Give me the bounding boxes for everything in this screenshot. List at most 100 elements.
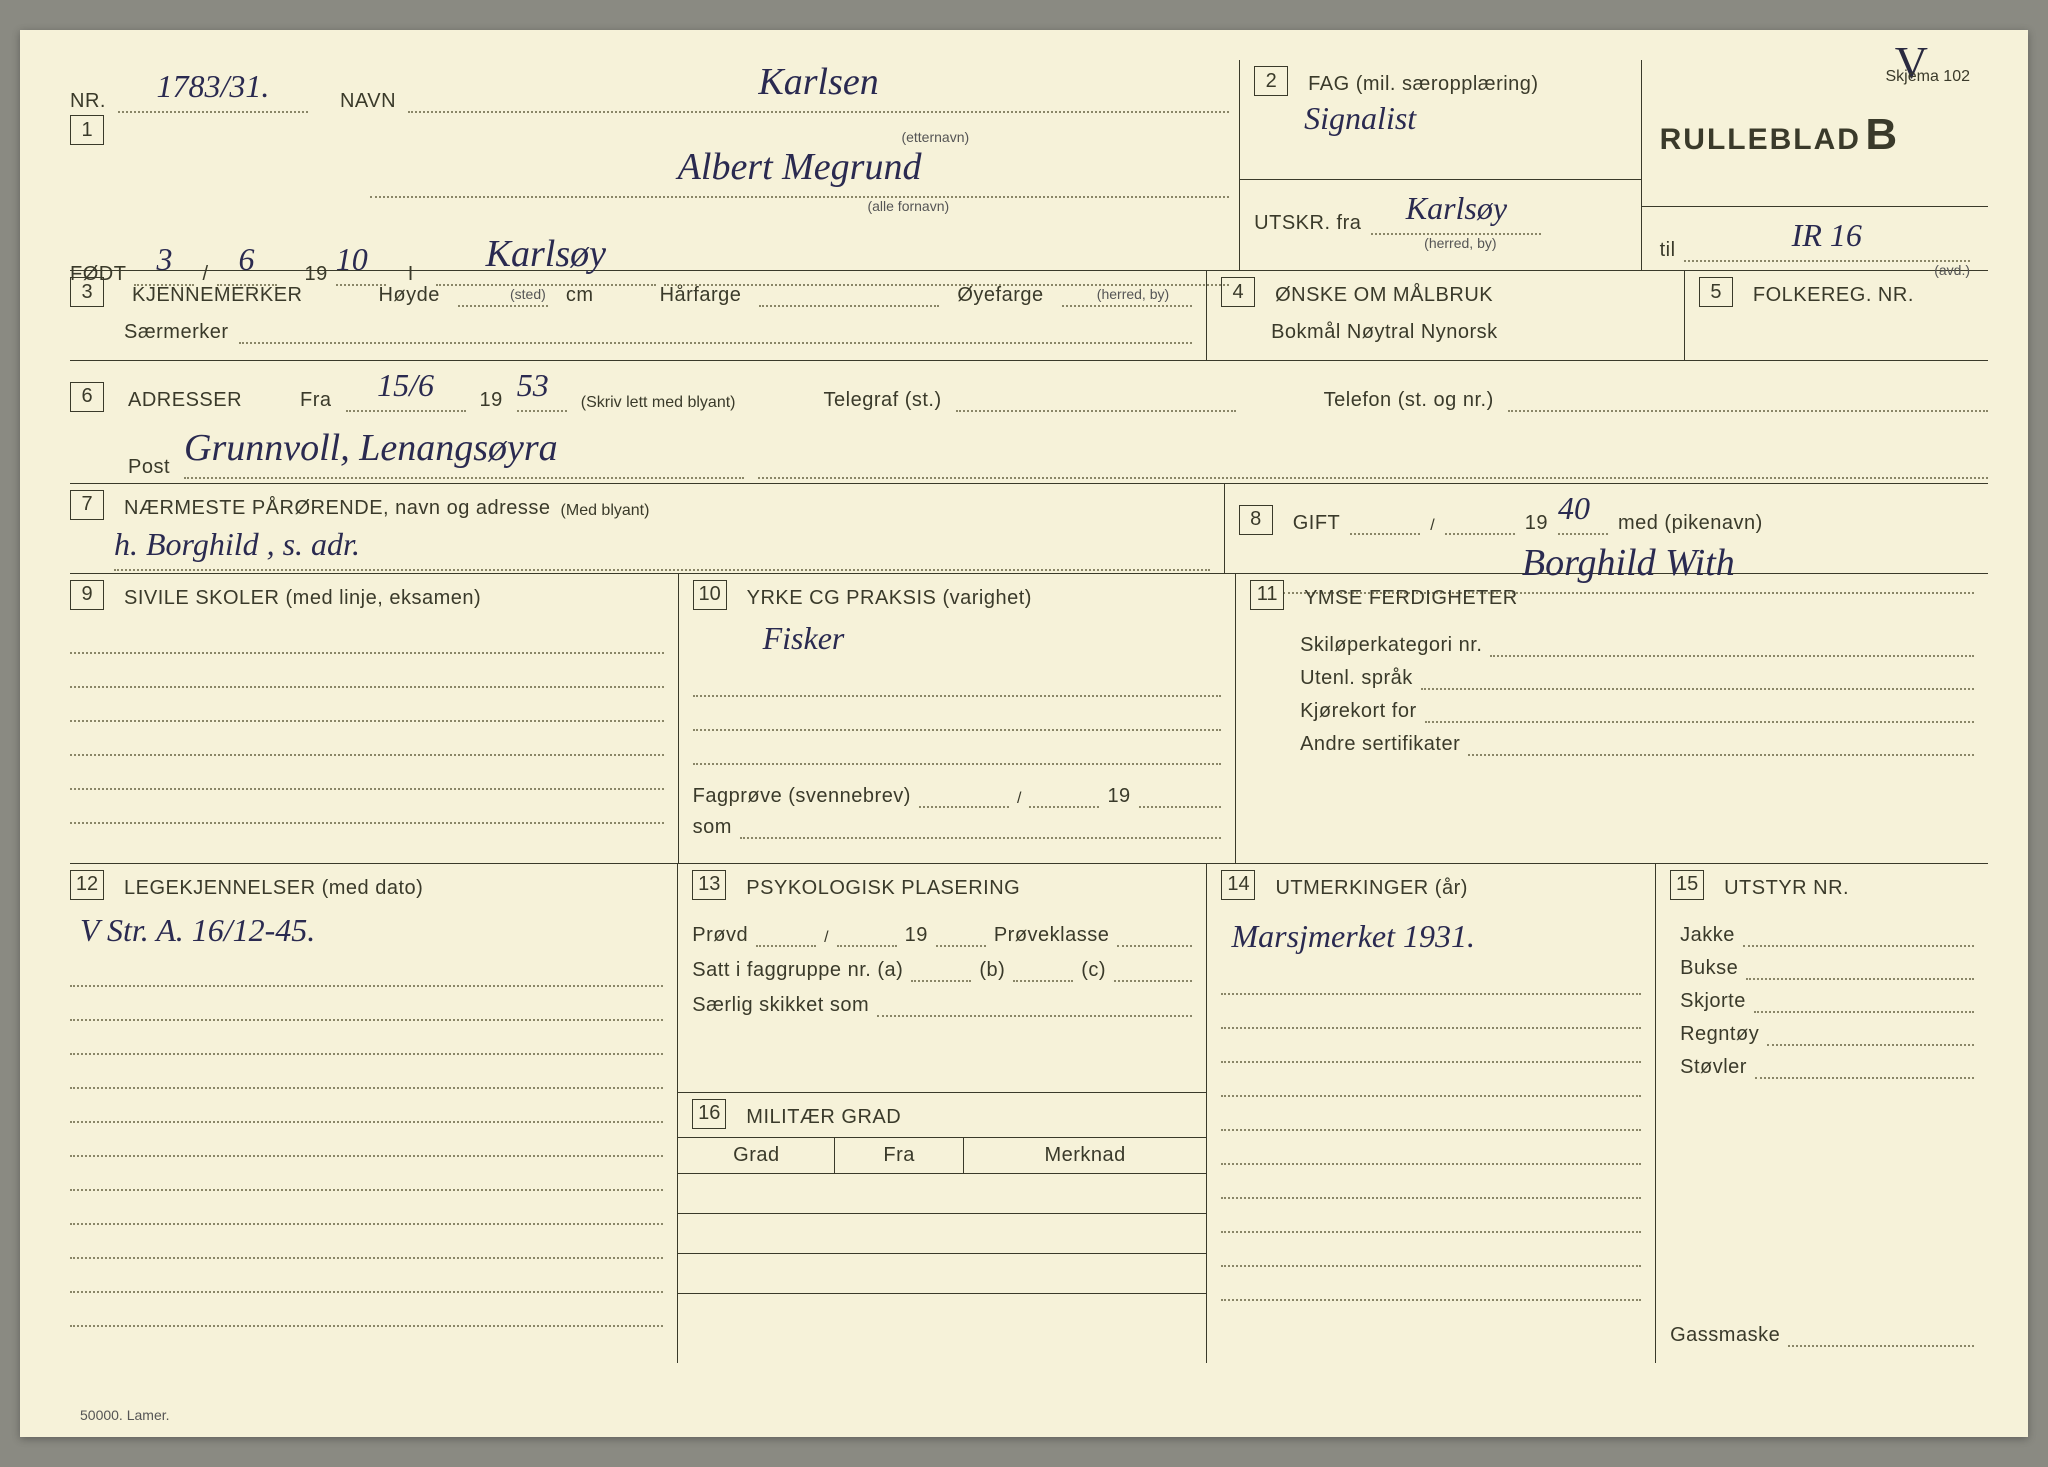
section-5: 5 FOLKEREG. NR. — [1684, 271, 1988, 360]
section-number-6: 6 — [70, 382, 104, 412]
malbruk-options: Bokmål Nøytral Nynorsk — [1271, 321, 1670, 344]
yrke-label: YRKE CG PRAKSIS (varighet) — [747, 587, 1032, 610]
kjorekort-label: Kjørekort for — [1300, 700, 1417, 723]
fagprove-label: Fagprøve (svennebrev) — [693, 785, 911, 808]
som-label: som — [693, 816, 732, 839]
section-number-11: 11 — [1250, 580, 1284, 610]
form-card: V NR. 1783/31. NAVN Karlsen 1 (etternavn… — [20, 30, 2028, 1437]
fodt-year: 10 — [336, 241, 386, 286]
utstyr-item: Regntøy — [1680, 1023, 1974, 1046]
fag-label: FAG (mil. særopplæring) — [1308, 73, 1538, 96]
section-4: 4 ØNSKE OM MÅLBRUK Bokmål Nøytral Nynors… — [1206, 271, 1684, 360]
saermerker-label: Særmerker — [124, 321, 229, 344]
fagprove-year-prefix: 19 — [1107, 785, 1130, 808]
navn-label: NAVN — [340, 90, 396, 113]
ferdigheter-label: YMSE FERDIGHETER — [1304, 587, 1518, 610]
telegraf-label: Telegraf (st.) — [824, 389, 942, 412]
section-number-10: 10 — [693, 580, 727, 610]
utstyr-item: Jakke — [1680, 924, 1974, 947]
section-13: 13 PSYKOLOGISK PLASERING Prøvd / 19 Prøv… — [678, 864, 1206, 1092]
post-value: Grunnvoll, Lenangsøyra — [184, 426, 744, 479]
section-number-9: 9 — [70, 580, 104, 610]
utskr-label: UTSKR. fra — [1254, 212, 1361, 235]
addr-year-prefix: 19 — [480, 389, 503, 412]
parorende-value: h. Borghild , s. adr. — [114, 526, 1210, 571]
sted-sub: (sted) — [510, 286, 546, 302]
utstyr-item: Bukse — [1680, 957, 1974, 980]
etternavn-value: Karlsen — [408, 60, 1229, 113]
til-label: til — [1660, 239, 1676, 262]
gift-med: med (pikenavn) — [1618, 512, 1763, 535]
herred-sub: (herred, by) — [1097, 286, 1169, 302]
section-number-8: 8 — [1239, 505, 1273, 535]
lege-label: LEGEKJENNELSER (med dato) — [124, 877, 423, 900]
section-16: 16 MILITÆR GRAD Grad Fra Merknad — [678, 1092, 1206, 1363]
sted-value: Karlsøy — [436, 232, 656, 285]
section-15: 15 UTSTYR NR. Jakke Bukse Skjorte Regntøy St… — [1655, 864, 1988, 1363]
utmerk-value: Marsjmerket 1931. — [1231, 918, 1641, 955]
section-1: NR. 1783/31. NAVN Karlsen 1 (etternavn) … — [70, 60, 1239, 270]
footer-print: 50000. Lamer. — [80, 1407, 170, 1423]
lege-value: V Str. A. 16/12-45. — [80, 912, 663, 949]
utstyr-item-label: Støvler — [1680, 1056, 1747, 1079]
utskr-value: Karlsøy — [1371, 190, 1541, 235]
utstyr-item: Skjorte — [1680, 990, 1974, 1013]
psyk-label: PSYKOLOGISK PLASERING — [746, 877, 1020, 900]
avd-sub: (avd.) — [1660, 262, 1970, 278]
section-number-15: 15 — [1670, 870, 1704, 900]
parorende-sub: (Med blyant) — [561, 502, 650, 520]
satt-label: Satt i faggruppe nr. (a) — [692, 959, 903, 982]
section-number-14: 14 — [1221, 870, 1255, 900]
rulleblad-b: B — [1865, 110, 1899, 159]
rulleblad-title: RULLEBLAD — [1660, 123, 1861, 156]
col-13-16: 13 PSYKOLOGISK PLASERING Prøvd / 19 Prøv… — [677, 864, 1206, 1363]
gassmaske-label: Gassmaske — [1670, 1324, 1780, 1347]
fodt-label: FØDT — [70, 263, 126, 286]
grad-label: MILITÆR GRAD — [746, 1106, 901, 1129]
section-number-7: 7 — [70, 490, 104, 520]
nr-label: NR. — [70, 90, 106, 113]
section-8: 8 GIFT / 19 40 med (pikenavn) Borghild W… — [1224, 484, 1988, 573]
utmerk-label: UTMERKINGER (år) — [1275, 877, 1467, 900]
section-number-5: 5 — [1699, 277, 1733, 307]
til-value: IR 16 — [1684, 217, 1970, 262]
section-number-2: 2 — [1254, 66, 1288, 96]
section-9: 9 SIVILE SKOLER (med linje, eksamen) — [70, 574, 678, 863]
fodt-day: 3 — [134, 241, 194, 286]
section-11: 11 YMSE FERDIGHETER Skiløperkategori nr.… — [1235, 574, 1988, 863]
skoler-label: SIVILE SKOLER (med linje, eksamen) — [124, 587, 481, 610]
section-10: 10 YRKE CG PRAKSIS (varighet) Fisker Fag… — [678, 574, 1235, 863]
yrke-value: Fisker — [763, 620, 1221, 657]
grad-h2: Fra — [834, 1138, 962, 1173]
fodt-month: 6 — [217, 241, 277, 286]
b-label: (b) — [979, 959, 1005, 982]
section-12: 12 LEGEKJENNELSER (med dato) V Str. A. 1… — [70, 864, 677, 1363]
fra-label: Fra — [300, 389, 332, 412]
addr-year: 53 — [517, 367, 567, 412]
grad-h3: Merknad — [963, 1138, 1207, 1173]
utstyr-item-label: Bukse — [1680, 957, 1738, 980]
gift-label: GIFT — [1293, 512, 1341, 535]
section-number-16: 16 — [692, 1099, 726, 1129]
utstyr-label: UTSTYR NR. — [1724, 877, 1849, 900]
skjema-label: Skjema 102 — [1660, 68, 1970, 86]
adresser-label: ADRESSER — [128, 389, 242, 412]
sprak-label: Utenl. språk — [1300, 667, 1413, 690]
skriv-note: (Skriv lett med blyant) — [581, 394, 736, 412]
c-label: (c) — [1081, 959, 1106, 982]
provd-year-prefix: 19 — [905, 924, 928, 947]
section-2-wrap: 2 FAG (mil. særopplæring) Signalist UTSK… — [1239, 60, 1988, 270]
section-7: 7 NÆRMESTE PÅRØRENDE, navn og adresse (M… — [70, 484, 1224, 573]
gift-year: 40 — [1558, 490, 1608, 535]
nr-value: 1783/31. — [118, 68, 308, 113]
folkereg-label: FOLKEREG. NR. — [1753, 284, 1914, 307]
title-block: Skjema 102 RULLEBLAD B til IR 16 (avd.) — [1641, 60, 1988, 270]
section-14: 14 UTMERKINGER (år) Marsjmerket 1931. — [1206, 864, 1655, 1363]
fornavn-sub: (alle fornavn) — [867, 198, 949, 214]
utskr-sub: (herred, by) — [1424, 235, 1626, 251]
grad-h1: Grad — [678, 1138, 834, 1173]
fag-value: Signalist — [1304, 100, 1626, 137]
i-label: I — [408, 263, 414, 286]
section-number-13: 13 — [692, 870, 726, 900]
section-number-1: 1 — [70, 115, 104, 145]
